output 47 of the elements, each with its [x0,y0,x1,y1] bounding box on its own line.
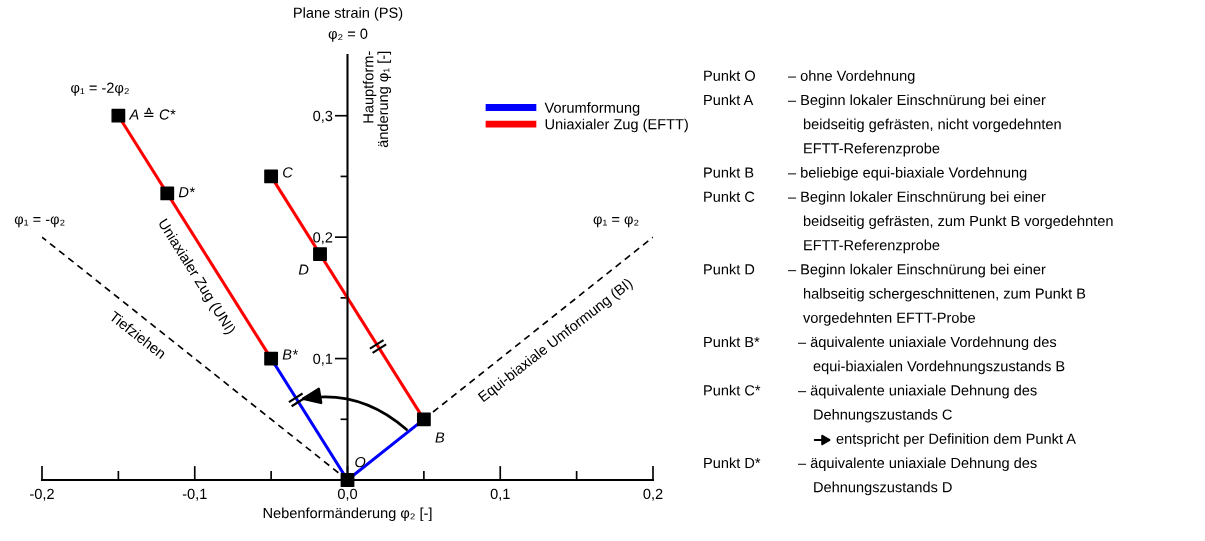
text: Punkt D* [704,457,761,469]
y-tick-label: 0,1 [313,353,333,366]
text: Plane strain (PS) [294,7,403,21]
legend-label: Uniaxialer Zug (EFTT) [545,118,688,133]
text: – Beginn lokaler Einschnürung bei einer beidseitig gefrästen, nicht vorgedehnten EFTT-Referenzprobe [788,94,1061,157]
point [313,247,327,262]
annotation: A ≙ C* [128,107,176,120]
annotation: φ₁ = -2φ₂ [71,82,129,96]
y-axis-title: Hauptform- änderung φ₁ [-] [362,51,392,148]
text: – Beginn lokaler Einschnürung bei einer halbseitig schergeschnittenen, zum Punkt B vorgedehnten EFTT-Probe [788,263,1086,326]
y-tick-label: 0,2 [313,232,333,245]
x-tick-label: 0,0 [337,488,358,501]
text: – äquivalente uniaxiale Vordehnung des equi-biaxialen Vordehnungszustands B [798,336,1065,375]
annotation: B [435,432,445,443]
text: Punkt D [704,263,755,275]
text: – ohne Vordehnung [788,70,915,84]
annotation: D* [178,187,195,198]
text: Punkt A [704,94,754,106]
text: – beliebige equi-biaxiale Vordehnung [788,167,1027,181]
annotation: φ₁ = φ₂ [593,216,639,228]
annotation: D [298,264,309,275]
x-tick-label: 0,2 [643,488,663,501]
point [111,108,126,123]
annotation: O [355,456,366,468]
text: Punkt C* [704,384,761,396]
text: – Beginn lokaler Einschnürung bei einer beidseitig gefrästen, zum Punkt B vorgedehnten EFTT-Referenzprobe [788,191,1113,254]
annotation: C [283,167,293,178]
point [264,351,279,366]
point [160,186,175,201]
legend-label: Vorumformung [544,102,640,116]
text: Punkt O [704,70,755,81]
text: Punkt C [704,191,755,202]
text: entspricht per Definition dem Punkt A [836,433,1076,447]
text: – äquivalente uniaxiale Dehnung des Dehnungszustands D [798,457,1037,496]
point [264,169,279,184]
text: Punkt B [704,167,754,178]
annotation: B* [282,349,299,360]
text: φ₂ = 0 [328,28,368,42]
y-tick-label: 0,3 [313,110,333,123]
x-tick-label: 0,1 [490,488,510,501]
point [340,473,355,487]
x-tick-label: -0,2 [30,488,54,501]
text: Punkt B* [704,336,760,348]
x-tick-label: -0,1 [182,488,207,501]
annotation: φ₁ = -φ₂ [14,216,65,228]
x-axis-title: Nebenformänderung φ₂ [-] [263,507,432,522]
point [416,412,431,427]
